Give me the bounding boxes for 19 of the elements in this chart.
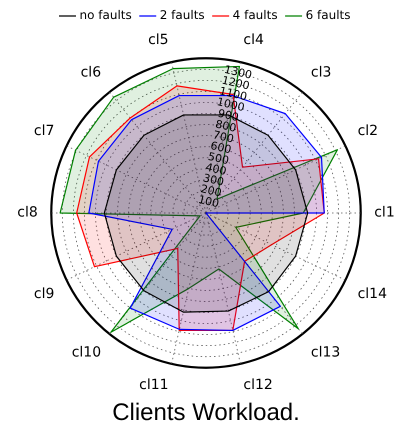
spoke-label: cl11 xyxy=(139,377,169,394)
legend-label: 2 faults xyxy=(160,8,205,22)
spoke-label: cl1 xyxy=(374,204,395,221)
legend-label: no faults xyxy=(79,8,132,22)
legend-label: 6 faults xyxy=(306,8,351,22)
spoke-label: cl14 xyxy=(358,286,388,302)
spoke-label: cl12 xyxy=(243,377,273,394)
spoke-label: cl5 xyxy=(148,32,169,48)
spoke-label: cl10 xyxy=(72,344,102,361)
spoke-label: cl2 xyxy=(358,123,378,140)
spoke-label: cl9 xyxy=(34,286,54,302)
spoke-label: cl8 xyxy=(17,204,38,221)
spoke-label: cl3 xyxy=(310,64,332,81)
legend-label: 4 faults xyxy=(232,8,278,22)
spoke-label: cl4 xyxy=(243,32,264,48)
spoke-label: cl7 xyxy=(34,123,54,140)
spoke-label: cl6 xyxy=(80,64,102,81)
spoke-label: cl13 xyxy=(310,344,340,361)
text: Clients Workload. xyxy=(112,399,300,426)
